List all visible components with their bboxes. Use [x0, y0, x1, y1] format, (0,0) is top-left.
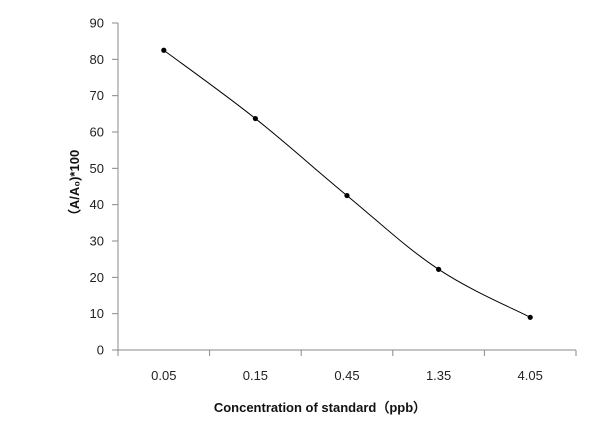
y-tick-label: 0 [97, 343, 104, 358]
x-axis-title: Concentration of standard（ppb） [214, 400, 426, 415]
x-tick-label: 0.15 [243, 368, 268, 383]
data-point [436, 266, 442, 272]
x-tick-label: 1.35 [426, 368, 451, 383]
data-point [252, 115, 258, 122]
x-tick-label: 0.45 [334, 368, 359, 383]
y-tick-label: 60 [90, 125, 104, 140]
y-tick-label: 70 [90, 88, 104, 103]
series-group [161, 47, 533, 320]
x-tick-label: 4.05 [518, 368, 543, 383]
series-line [163, 49, 531, 318]
y-tick-label: 30 [90, 234, 104, 249]
y-tick-label: 80 [90, 52, 104, 67]
y-tick-label: 90 [90, 16, 104, 31]
y-tick-label: 40 [90, 197, 104, 212]
y-tick-label: 20 [90, 270, 104, 285]
data-point [161, 47, 167, 53]
data-point [527, 314, 533, 320]
y-tick-label: 50 [90, 161, 104, 176]
x-axis: 0.05 0.15 0.45 1.35 4.05 [117, 349, 577, 383]
y-axis: 0 10 20 30 40 50 60 70 80 90 [90, 16, 119, 358]
x-tick-label: 0.05 [151, 368, 176, 383]
data-point [344, 192, 350, 199]
y-axis-title: （A/A₀)*100 [67, 150, 82, 222]
y-tick-label: 10 [90, 306, 104, 321]
